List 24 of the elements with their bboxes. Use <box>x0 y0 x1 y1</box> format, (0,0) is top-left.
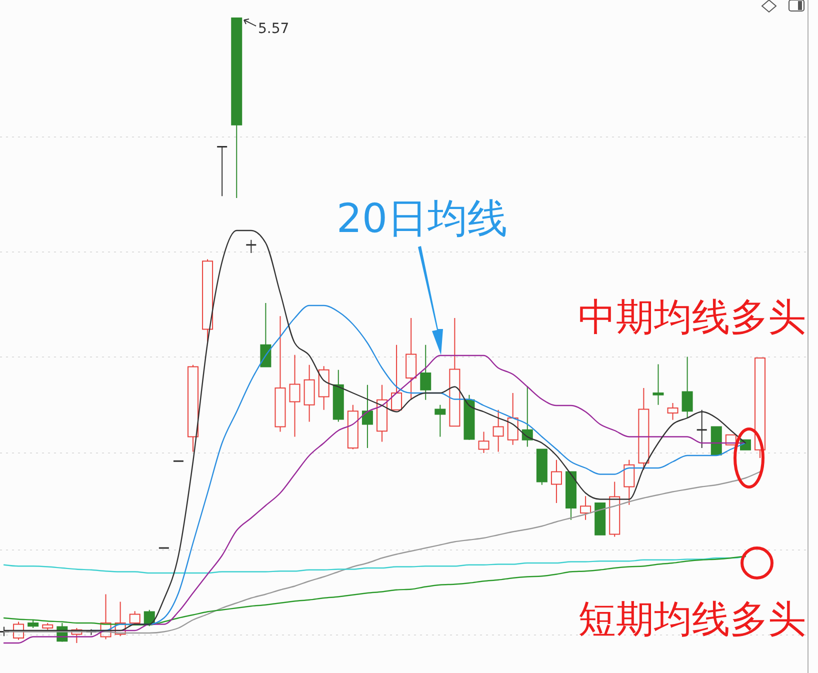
annotation: 20日均线 <box>336 196 508 242</box>
candlestick <box>652 364 664 406</box>
candlestick <box>434 404 446 438</box>
candlestick <box>667 402 678 420</box>
candlestick <box>376 384 388 442</box>
candlestick <box>492 409 504 452</box>
candlestick <box>507 392 518 446</box>
candlestick <box>420 344 432 400</box>
candlestick <box>362 384 373 448</box>
annotation: 5.57 <box>258 21 290 37</box>
candlestick <box>260 302 272 368</box>
candlestick <box>216 146 228 197</box>
annotation: 中期均线多头 <box>578 295 806 339</box>
candlestick <box>289 354 300 438</box>
candlestick <box>406 318 417 400</box>
candlestick <box>696 409 708 448</box>
candlestick <box>274 316 286 432</box>
candlestick <box>682 356 693 418</box>
candlestick <box>318 366 330 410</box>
candlestick <box>304 364 315 422</box>
candlestick <box>245 239 257 254</box>
candlestick <box>550 459 562 504</box>
candlestick <box>624 459 635 506</box>
annotation: 短期均线多头 <box>578 597 806 641</box>
